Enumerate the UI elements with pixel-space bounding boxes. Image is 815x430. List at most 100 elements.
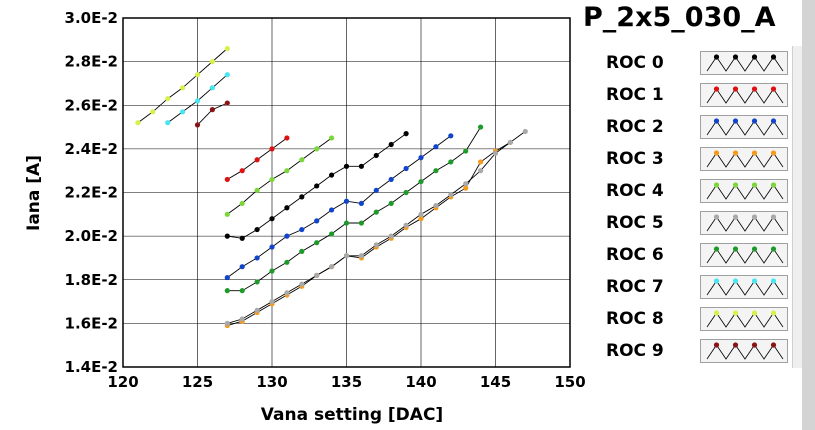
legend-swatch-line — [706, 120, 784, 136]
x-tick-label: 120 — [107, 373, 138, 391]
data-point — [239, 235, 245, 241]
legend-label: ROC 3 — [606, 149, 664, 169]
data-point — [254, 307, 260, 313]
legend-item-roc-4[interactable]: ROC 4 — [596, 179, 792, 205]
data-point — [284, 233, 290, 239]
data-point — [418, 155, 424, 161]
legend-swatch-marker — [713, 118, 720, 124]
data-point — [329, 135, 335, 141]
legend-label: ROC 1 — [606, 85, 664, 105]
legend-swatch — [700, 147, 788, 171]
data-point — [507, 139, 513, 145]
data-point — [403, 165, 409, 172]
data-point — [388, 176, 394, 183]
legend-swatch-marker — [713, 54, 720, 60]
data-point — [314, 183, 320, 189]
legend-swatch-line — [706, 184, 784, 200]
series-layer — [135, 45, 528, 329]
y-tick-label: 2.4E-2 — [65, 140, 118, 158]
data-point — [284, 205, 290, 211]
legend-swatch-marker — [770, 118, 777, 124]
data-point — [254, 279, 260, 285]
data-point — [314, 240, 320, 246]
legend-item-roc-5[interactable]: ROC 5 — [596, 211, 792, 237]
data-point — [239, 200, 245, 207]
data-point — [388, 200, 394, 207]
data-point — [224, 211, 230, 217]
data-point — [239, 168, 245, 174]
data-point — [224, 288, 230, 294]
legend-swatch-marker — [713, 150, 720, 156]
data-point — [463, 181, 469, 187]
legend-item-roc-1[interactable]: ROC 1 — [596, 83, 792, 109]
legend-item-roc-8[interactable]: ROC 8 — [596, 307, 792, 333]
legend-label: ROC 7 — [606, 277, 664, 297]
legend-swatch-marker — [751, 342, 758, 348]
legend-swatch-line — [706, 248, 784, 264]
data-point — [373, 209, 379, 215]
legend-swatch-marker — [770, 86, 777, 92]
data-point — [478, 159, 484, 165]
legend-item-roc-2[interactable]: ROC 2 — [596, 115, 792, 141]
data-point — [284, 168, 290, 174]
legend-item-roc-7[interactable]: ROC 7 — [596, 275, 792, 301]
data-point — [284, 290, 290, 296]
legend-swatch-marker — [732, 86, 739, 92]
data-point — [135, 120, 141, 126]
legend-swatch-marker — [732, 54, 739, 60]
legend-label: ROC 6 — [606, 245, 664, 265]
legend-item-roc-0[interactable]: ROC 0 — [596, 51, 792, 77]
data-point — [478, 124, 484, 130]
legend-swatch — [700, 243, 788, 267]
data-point — [448, 133, 454, 139]
data-point — [373, 242, 379, 248]
data-point — [314, 146, 320, 152]
series-line — [227, 135, 452, 278]
legend-swatch-line — [706, 280, 784, 296]
legend-swatch — [700, 179, 788, 203]
series-roc-2 — [224, 133, 454, 281]
legend-swatch-marker — [770, 342, 777, 348]
data-point — [358, 253, 364, 259]
data-point — [418, 211, 424, 217]
legend-scrollbar[interactable] — [792, 46, 803, 368]
window-edge — [802, 0, 815, 430]
data-point — [150, 109, 156, 115]
data-point — [299, 248, 305, 254]
legend-swatch-marker — [732, 214, 739, 220]
legend-swatch-line — [706, 344, 784, 360]
series-roc-4 — [224, 135, 335, 217]
legend-item-roc-6[interactable]: ROC 6 — [596, 243, 792, 269]
data-point — [314, 272, 320, 278]
legend-swatch-marker — [713, 246, 720, 252]
y-tick-label: 2.2E-2 — [65, 184, 118, 202]
y-tick-label: 2.8E-2 — [65, 53, 118, 71]
data-point — [224, 72, 230, 78]
data-point — [299, 226, 305, 233]
panel-title: P_2x5_030_A — [583, 2, 776, 33]
legend-swatch-marker — [732, 310, 739, 316]
data-point — [239, 316, 245, 322]
legend-swatch-marker — [713, 310, 720, 316]
x-axis-title: Vana setting [DAC] — [261, 405, 443, 425]
legend-label: ROC 0 — [606, 53, 664, 73]
y-tick-label: 2.6E-2 — [65, 96, 118, 114]
legend-swatch-marker — [770, 150, 777, 156]
data-point — [329, 231, 335, 237]
data-point — [358, 163, 364, 169]
legend-swatch-marker — [770, 310, 777, 316]
data-point — [433, 168, 439, 174]
legend-swatch-line — [706, 312, 784, 328]
data-point — [284, 259, 290, 265]
legend-item-roc-9[interactable]: ROC 9 — [596, 339, 792, 365]
data-point — [403, 131, 409, 137]
data-point — [194, 72, 201, 78]
data-point — [492, 150, 499, 156]
y-tick-label: 1.8E-2 — [65, 271, 118, 289]
legend-swatch-marker — [732, 246, 739, 252]
data-point — [418, 178, 424, 185]
x-tick-label: 145 — [480, 373, 511, 391]
data-point — [373, 187, 379, 193]
legend-label: ROC 5 — [606, 213, 664, 233]
legend-item-roc-3[interactable]: ROC 3 — [596, 147, 792, 173]
